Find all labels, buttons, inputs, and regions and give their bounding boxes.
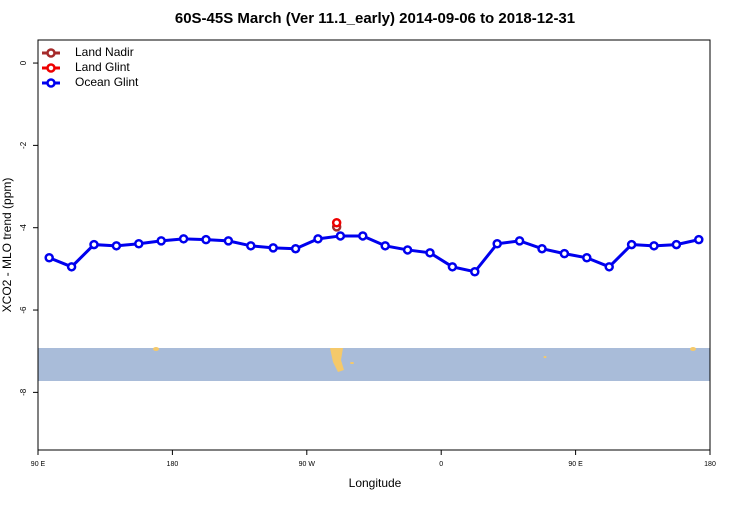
point [470,267,480,277]
legend-label: Ocean Glint [75,75,139,89]
legend-marker [46,63,56,73]
x-tick-label: 90 E [568,461,583,468]
point [178,234,189,244]
point [425,248,435,258]
point [313,234,323,244]
y-axis-label: XCO2 - MLO trend (ppm) [0,178,14,313]
point [331,218,342,228]
chart-title: 60S-45S March (Ver 11.1_early) 2014-09-0… [175,10,575,27]
legend-label: Land Glint [75,60,130,74]
point [626,239,637,250]
land-spots [153,347,696,372]
point [246,241,256,251]
plot-frame [37,39,711,451]
point [201,234,211,245]
y-tick-label: 0 [19,60,28,65]
point [44,253,54,263]
point [559,248,570,259]
legend-label: Land Nadir [75,45,134,59]
point [335,231,346,241]
point [649,241,659,251]
point [492,239,502,249]
y-tick-label: -2 [19,141,28,149]
point [223,236,234,246]
legend-marker [46,78,56,88]
point [358,231,368,241]
point [582,253,592,263]
point [290,243,301,254]
legend-marker [46,48,56,58]
point [447,262,458,272]
point [604,262,614,272]
point [156,236,166,246]
point [66,262,77,272]
point [694,234,704,245]
point [537,243,547,254]
map-band [38,348,710,381]
x-tick-label: 0 [439,461,443,468]
point [380,241,390,251]
point [134,239,144,249]
x-axis-label: Longitude [349,476,402,490]
x-tick-label: 90 W [299,461,316,468]
point [268,243,278,253]
x-tick-label: 180 [167,461,179,468]
series-line [48,234,700,274]
x-tick-label: 90 E [31,461,46,468]
point [671,239,682,250]
point [402,245,413,255]
y-tick-label: -6 [19,306,28,314]
point [514,236,525,246]
x-tick-label: 180 [704,461,716,468]
point [111,241,122,251]
y-tick-label: -4 [19,224,28,232]
y-tick-label: -8 [19,388,28,396]
point [89,239,99,250]
